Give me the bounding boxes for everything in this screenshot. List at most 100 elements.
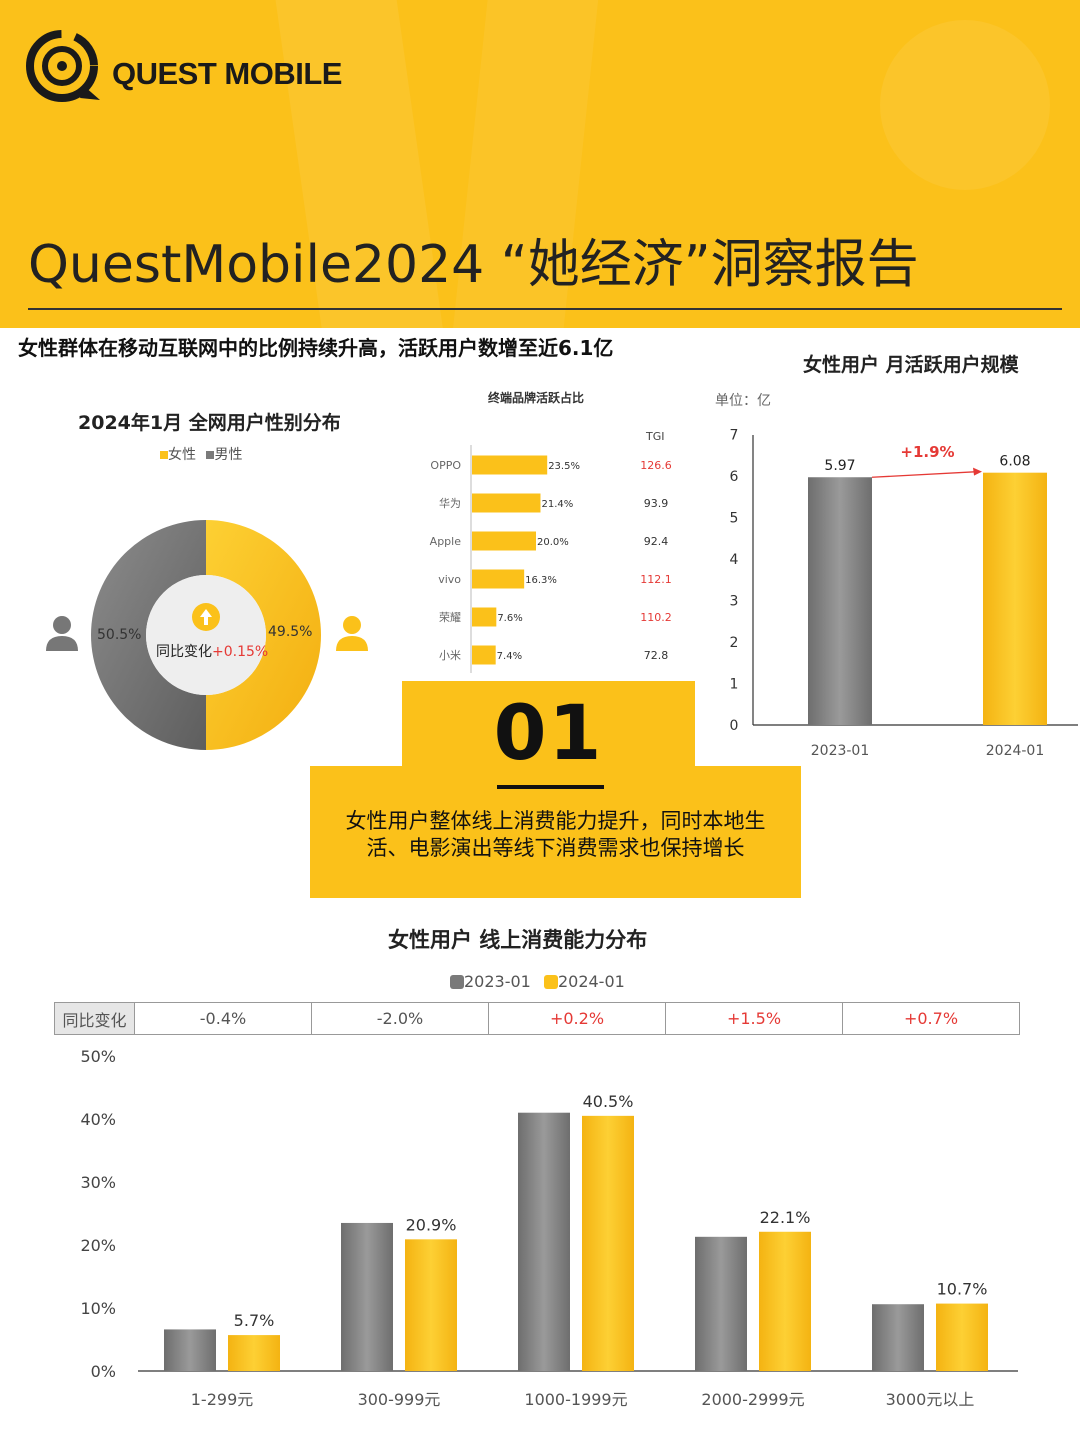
mau-bar xyxy=(808,477,872,725)
brand-name-label: 荣耀 xyxy=(439,611,461,624)
mau-y-tick: 0 xyxy=(730,718,739,734)
brand-pct-label: 21.4% xyxy=(541,499,573,510)
spend-x-tick: 1-299元 xyxy=(191,1390,254,1409)
spend-x-tick: 2000-2999元 xyxy=(701,1390,804,1409)
center-change-label: 同比变化+0.15% xyxy=(156,641,268,661)
yoy-change-table: 同比变化 -0.4% -2.0% +0.2% +1.5% +0.7% xyxy=(54,1002,1020,1035)
brand-tgi-value: 93.9 xyxy=(644,497,669,510)
legend-swatch-2023 xyxy=(450,975,464,989)
yoy-change-cell: -2.0% xyxy=(311,1002,489,1035)
brand-bar xyxy=(472,493,541,513)
brand-pct-label: 7.4% xyxy=(497,651,522,662)
legend-2023-label: 2023-01 xyxy=(464,972,531,991)
legend-swatch-2024 xyxy=(543,975,558,989)
yoy-change-cell: -0.4% xyxy=(134,1002,312,1035)
mau-bar xyxy=(983,472,1047,725)
brand-tgi-value: 110.2 xyxy=(640,611,672,624)
donut-slice-male xyxy=(91,520,206,750)
brand-bar xyxy=(472,455,548,475)
mau-y-tick: 7 xyxy=(730,428,739,444)
yoy-change-cell: +1.5% xyxy=(665,1002,843,1035)
brand-tgi-value: 72.8 xyxy=(644,649,669,662)
spend-x-tick: 3000元以上 xyxy=(886,1390,975,1409)
logo-text: QUEST MOBILE xyxy=(112,56,342,91)
yoy-change-row: 同比变化 -0.4% -2.0% +0.2% +1.5% +0.7% xyxy=(54,1002,1020,1035)
gender-donut-chart xyxy=(46,520,368,750)
spend-bar-2024 xyxy=(228,1335,280,1371)
yoy-change-cell: +0.2% xyxy=(488,1002,666,1035)
donut-center xyxy=(146,575,266,695)
spend-bar-2023 xyxy=(695,1236,747,1371)
section-number-underline xyxy=(497,785,604,789)
tgi-header: TGI xyxy=(646,430,665,443)
brand-bar xyxy=(472,531,536,551)
brand-pct-label: 20.0% xyxy=(537,537,569,548)
yoy-change-cell: +0.7% xyxy=(842,1002,1020,1035)
legend-female-label: 女性 xyxy=(168,447,196,463)
spend-bar-2023 xyxy=(341,1222,393,1371)
brand-name-label: 小米 xyxy=(439,649,461,662)
spend-bar-2023 xyxy=(164,1329,216,1371)
center-change-value: +0.15% xyxy=(212,644,269,660)
spend-y-tick: 10% xyxy=(80,1299,116,1318)
mau-growth-label: +1.9% xyxy=(900,443,954,461)
mau-x-tick: 2024-01 xyxy=(986,743,1045,759)
mau-chart-title: 女性用户 月活跃用户规模 xyxy=(803,354,1019,376)
mau-x-tick: 2023-01 xyxy=(811,743,870,759)
spend-legend: 2023-01 2024-01 xyxy=(450,972,625,991)
mau-value-label: 5.97 xyxy=(824,458,855,474)
spend-bar-2023 xyxy=(518,1112,570,1371)
legend-swatch-female xyxy=(160,451,168,459)
legend-male-label: 男性 xyxy=(214,447,243,463)
mau-y-tick: 2 xyxy=(730,635,739,651)
spend-y-tick: 50% xyxy=(80,1047,116,1066)
mau-bar-chart: 0 1 2 3 4 5 6 7 5.97 2023-01 6.08 2024-01 +1.9% xyxy=(730,428,1078,759)
center-label-text: 同比变化 xyxy=(156,644,212,660)
spend-value-label: 40.5% xyxy=(583,1092,634,1111)
brand-tgi-value: 126.6 xyxy=(640,459,672,472)
spend-bar-2024 xyxy=(405,1239,457,1371)
spend-bar-2024 xyxy=(759,1231,811,1371)
male-person-icon xyxy=(46,616,78,651)
mau-y-tick: 5 xyxy=(730,511,739,527)
section-headline: 女性群体在移动互联网中的比例持续升高，活跃用户数增至近6.1亿 xyxy=(18,336,614,360)
brand-bar xyxy=(472,607,497,627)
mau-unit-label: 单位：亿 xyxy=(715,393,771,409)
donut-slice-female xyxy=(206,520,321,750)
spend-bar-chart: 0% 10% 20% 30% 40% 50% 5.7% 1-299元 20.9% 300-999元… xyxy=(80,1047,1018,1409)
spend-bar-2024 xyxy=(582,1115,634,1371)
brand-pct-label: 16.3% xyxy=(525,575,557,586)
spend-y-tick: 40% xyxy=(80,1110,116,1129)
spend-y-tick: 0% xyxy=(91,1362,116,1381)
spend-value-label: 22.1% xyxy=(760,1208,811,1227)
growth-arrow-head xyxy=(973,467,982,476)
mau-y-tick: 4 xyxy=(730,552,739,568)
mau-y-tick: 1 xyxy=(730,677,739,693)
section-number: 01 xyxy=(493,688,604,777)
report-title: QuestMobile2024 “她经济”洞察报告 xyxy=(28,235,919,295)
spend-value-label: 20.9% xyxy=(406,1215,457,1234)
spend-bar-2024 xyxy=(936,1303,988,1371)
spend-y-tick: 20% xyxy=(80,1236,116,1255)
male-share-label: 50.5% xyxy=(97,627,142,643)
yoy-change-header: 同比变化 xyxy=(54,1002,135,1035)
gender-legend: 女性 男性 xyxy=(160,444,242,464)
mau-y-tick: 3 xyxy=(730,594,739,610)
brand-chart-title: 终端品牌活跃占比 xyxy=(488,391,585,405)
brand-bar xyxy=(472,645,496,665)
brand-bar-chart: OPPO 23.5% 126.6 华为 21.4% 93.9 Apple 20.0% 92.4 v… xyxy=(430,445,672,673)
female-share-label: 49.5% xyxy=(268,624,313,640)
brand-pct-label: 7.6% xyxy=(497,613,522,624)
spend-value-label: 10.7% xyxy=(937,1280,988,1299)
gender-chart-title: 2024年1月 全网用户性别分布 xyxy=(78,412,341,434)
brand-bar xyxy=(472,569,525,589)
title-divider xyxy=(28,308,1062,310)
brand-name-label: OPPO xyxy=(430,459,461,472)
spend-value-label: 5.7% xyxy=(234,1311,275,1330)
mau-y-tick: 6 xyxy=(730,469,739,485)
spend-x-tick: 300-999元 xyxy=(358,1390,441,1409)
mau-value-label: 6.08 xyxy=(999,454,1030,470)
spend-y-tick: 30% xyxy=(80,1173,116,1192)
spend-chart-title: 女性用户 线上消费能力分布 xyxy=(388,928,648,952)
report-header: QUEST MOBILE QuestMobile2024 “她经济”洞察报告 xyxy=(0,0,1080,328)
